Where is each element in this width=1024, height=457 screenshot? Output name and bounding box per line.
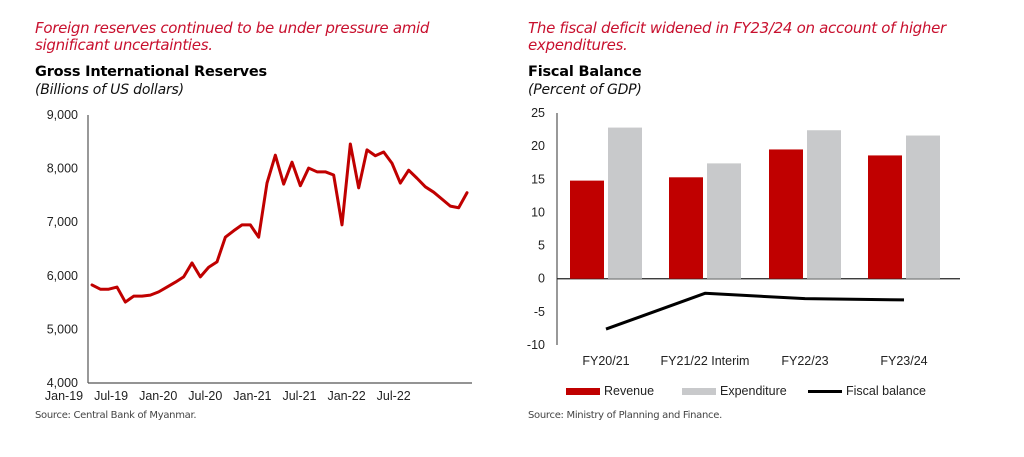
legend-item-fiscal-balance: Fiscal balance <box>808 384 926 398</box>
reserves-series-line <box>90 142 469 304</box>
y-tick-label: 6,000 <box>47 269 78 283</box>
x-tick-label: Jan-22 <box>327 389 365 403</box>
y-tick-label: 5,000 <box>47 322 78 336</box>
x-tick-label: Jul-20 <box>188 389 222 403</box>
y-tick-label: 9,000 <box>47 108 78 122</box>
x-tick-label: Jan-21 <box>233 389 271 403</box>
y-tick-label: 15 <box>531 172 545 186</box>
legend-label-expenditure: Expenditure <box>720 384 787 398</box>
expenditure-bar <box>906 135 940 279</box>
legend-swatch-expenditure <box>682 387 716 395</box>
x-tick-label: Jul-21 <box>282 389 316 403</box>
fiscal-bar-chart: -10 -5 0 5 10 15 20 25 FY20/21 FY21/22 Interim FY2… <box>527 106 960 368</box>
revenue-bar <box>570 180 604 279</box>
x-tick-label: Jan-19 <box>45 389 83 403</box>
revenue-bar <box>868 155 902 279</box>
fiscal-legend: Revenue Expenditure Fiscal balance <box>512 384 1024 400</box>
revenue-bar <box>769 149 803 279</box>
expenditure-bar <box>707 163 741 279</box>
reserves-headline: Foreign reserves continued to be under p… <box>35 19 430 54</box>
fiscal-source-note: Source: Ministry of Planning and Finance… <box>528 410 722 421</box>
legend-item-revenue: Revenue <box>566 384 654 398</box>
reserves-chart-title: Gross International Reserves <box>35 64 267 80</box>
y-tick-label: 8,000 <box>47 162 78 176</box>
expenditure-bar <box>608 127 642 279</box>
x-tick-label: Jan-20 <box>139 389 177 403</box>
reserves-source-note: Source: Central Bank of Myanmar. <box>35 410 197 421</box>
legend-swatch-revenue <box>566 387 600 395</box>
y-tick-label: -5 <box>534 305 545 319</box>
expenditure-bar <box>807 130 841 279</box>
fiscal-panel: The fiscal deficit widened in FY23/24 on… <box>512 0 1024 457</box>
reserves-line-chart: 4,000 5,000 6,000 7,000 8,000 9,000 Jan-19 Jul-… <box>45 108 472 403</box>
y-tick-label: 4,000 <box>47 376 78 390</box>
legend-label-revenue: Revenue <box>604 384 655 398</box>
x-tick-label: Jul-19 <box>94 389 128 403</box>
reserves-chart-subtitle: (Billions of US dollars) <box>35 82 184 98</box>
legend-label-fiscal-balance: Fiscal balance <box>846 384 926 398</box>
y-tick-label: 0 <box>538 272 545 286</box>
legend-swatch-fiscal-balance <box>808 389 842 393</box>
y-tick-label: -10 <box>527 338 545 352</box>
x-tick-label: Jul-22 <box>377 389 411 403</box>
y-tick-label: 20 <box>531 139 545 153</box>
y-tick-label: 5 <box>538 239 545 253</box>
revenue-bar <box>669 177 703 279</box>
legend-item-expenditure: Expenditure <box>682 384 787 398</box>
x-tick-label: FY23/24 <box>880 354 927 368</box>
y-tick-label: 10 <box>531 205 545 219</box>
x-tick-label: FY20/21 <box>582 354 629 368</box>
x-tick-label: FY22/23 <box>781 354 828 368</box>
fiscal-headline: The fiscal deficit widened in FY23/24 on… <box>528 19 946 54</box>
fiscal-chart-title: Fiscal Balance <box>528 64 642 80</box>
fiscal-chart-subtitle: (Percent of GDP) <box>528 82 642 98</box>
x-tick-label: FY21/22 Interim <box>661 354 750 368</box>
reserves-panel: Foreign reserves continued to be under p… <box>35 19 472 421</box>
fiscal-balance-line <box>605 291 905 331</box>
y-tick-label: 25 <box>531 106 545 120</box>
y-tick-label: 7,000 <box>47 215 78 229</box>
